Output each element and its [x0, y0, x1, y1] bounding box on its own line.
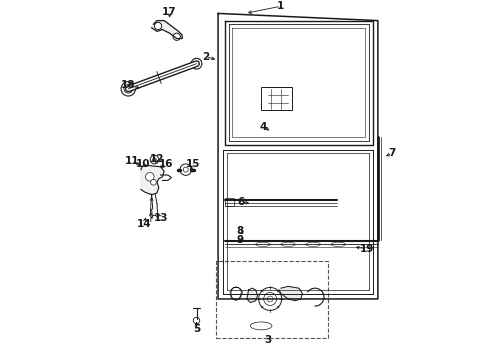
Text: 3: 3 — [265, 335, 272, 345]
Circle shape — [180, 164, 192, 175]
Text: 5: 5 — [193, 324, 200, 334]
Polygon shape — [247, 288, 258, 302]
Circle shape — [183, 167, 188, 172]
Circle shape — [173, 33, 180, 40]
Bar — [261, 87, 292, 111]
Circle shape — [146, 172, 154, 181]
Circle shape — [154, 22, 162, 30]
Text: 4: 4 — [259, 122, 267, 131]
Text: 2: 2 — [202, 51, 209, 62]
Text: 10: 10 — [135, 159, 150, 169]
Ellipse shape — [331, 242, 345, 247]
Text: 15: 15 — [186, 159, 200, 169]
Ellipse shape — [256, 242, 270, 247]
Text: 1: 1 — [277, 1, 285, 11]
Circle shape — [150, 179, 156, 185]
Text: 13: 13 — [153, 213, 168, 223]
Text: 16: 16 — [159, 159, 173, 169]
Ellipse shape — [250, 322, 272, 330]
Polygon shape — [151, 21, 182, 39]
Ellipse shape — [306, 242, 320, 247]
Circle shape — [259, 287, 282, 310]
Text: 17: 17 — [162, 6, 177, 17]
Polygon shape — [279, 286, 302, 301]
Text: 9: 9 — [236, 235, 243, 245]
Text: 8: 8 — [236, 226, 243, 236]
Circle shape — [193, 317, 200, 324]
Circle shape — [121, 82, 135, 96]
Text: 6: 6 — [238, 197, 245, 207]
Text: 14: 14 — [137, 219, 152, 229]
Polygon shape — [141, 165, 164, 195]
Text: 7: 7 — [389, 148, 396, 158]
Bar — [225, 198, 234, 206]
Text: 11: 11 — [124, 156, 139, 166]
Circle shape — [264, 292, 277, 305]
Circle shape — [191, 58, 202, 69]
Circle shape — [150, 155, 159, 164]
Ellipse shape — [281, 242, 295, 247]
Circle shape — [124, 85, 133, 93]
Text: 18: 18 — [121, 80, 136, 90]
Text: 19: 19 — [360, 244, 374, 254]
Bar — [216, 261, 328, 338]
Circle shape — [153, 158, 156, 161]
Text: 12: 12 — [150, 154, 164, 164]
Circle shape — [267, 296, 273, 302]
